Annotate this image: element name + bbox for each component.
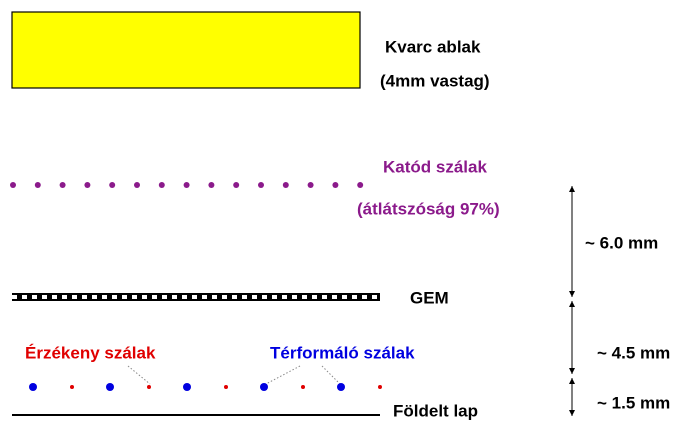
sense-wire — [378, 385, 382, 389]
cathode-wire — [357, 182, 364, 188]
cathode-label: Katód szálak — [383, 157, 487, 176]
cathode-wires — [10, 182, 364, 188]
sense-wire — [70, 385, 74, 389]
sense-wire — [301, 385, 305, 389]
sense-wire — [224, 385, 228, 389]
field-wire — [29, 383, 37, 391]
cathode-wire — [183, 182, 190, 188]
anode-wires — [29, 383, 382, 391]
ground-label: Földelt lap — [393, 401, 478, 420]
cathode-wire — [307, 182, 314, 188]
quartz-window — [11, 11, 361, 89]
window-thickness: (4mm vastag) — [380, 71, 490, 90]
sense-label: Érzékeny szálak — [25, 343, 156, 362]
dimension-label: ~ 4.5 mm — [597, 343, 670, 362]
cathode-wire — [158, 182, 165, 188]
cathode-wire — [109, 182, 116, 188]
sense-wire — [147, 385, 151, 389]
field-wire — [337, 383, 345, 391]
cathode-wire — [233, 182, 240, 188]
leader-lines — [127, 365, 341, 385]
cathode-wire — [208, 182, 215, 188]
cathode-wire — [134, 182, 140, 188]
dimension-label: ~ 6.0 mm — [585, 233, 658, 252]
cathode-wire — [84, 182, 91, 188]
field-wire — [260, 383, 268, 391]
field-wire — [183, 383, 191, 391]
cathode-wire — [332, 182, 339, 188]
field-wire — [106, 383, 114, 391]
window-label: Kvarc ablak — [385, 37, 481, 56]
cathode-wire — [258, 182, 264, 188]
cathode-wire — [59, 182, 66, 188]
gem-label: GEM — [410, 288, 449, 307]
cathode-wire — [34, 182, 41, 188]
dimension-label: ~ 1.5 mm — [597, 393, 670, 412]
cathode-wire — [10, 182, 16, 188]
cathode-note: (átlátszóság 97%) — [357, 199, 500, 218]
cathode-wire — [282, 182, 289, 188]
field-label: Térformáló szálak — [270, 343, 415, 362]
